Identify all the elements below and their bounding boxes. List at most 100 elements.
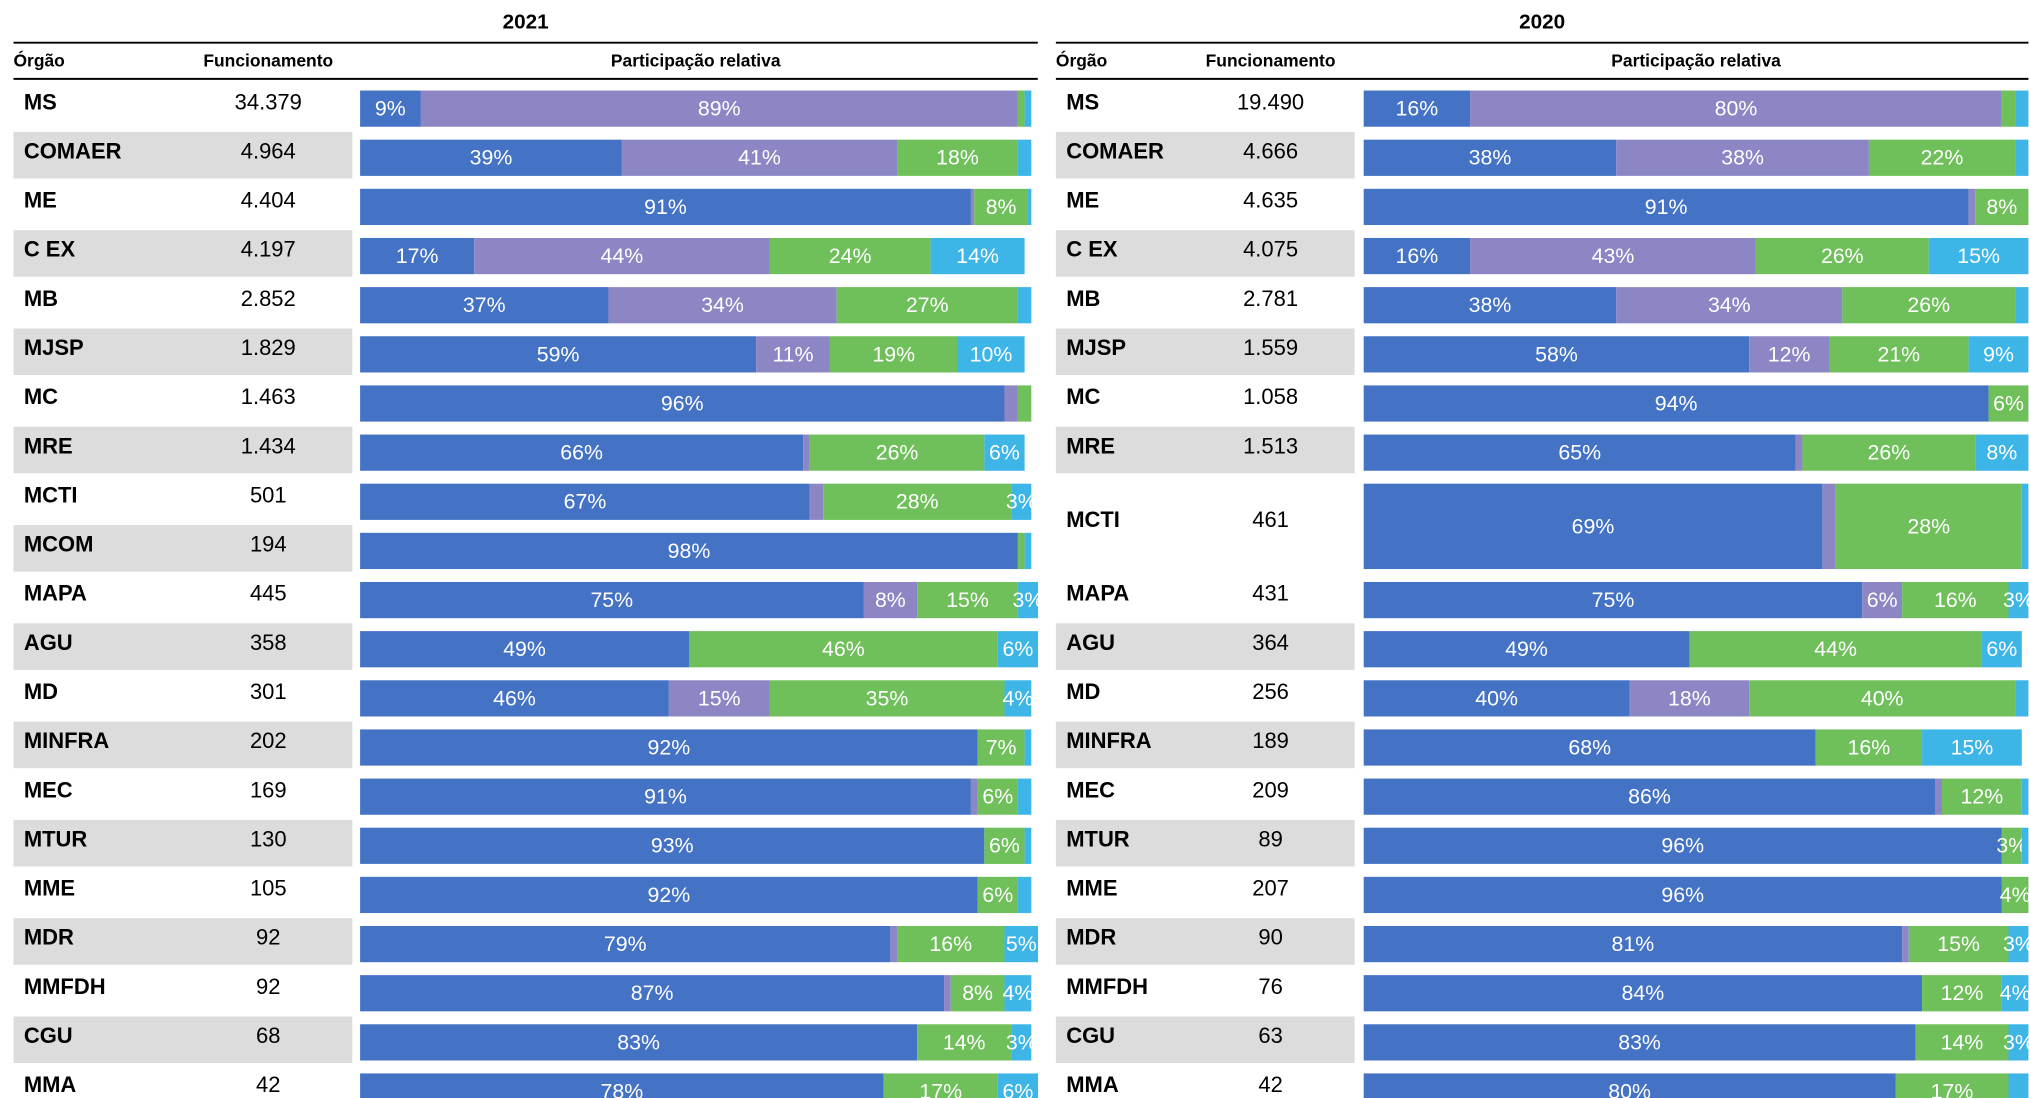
segment-label: 44%	[1814, 637, 1857, 661]
segment-label: 8%	[1986, 195, 2017, 219]
segment-label: 16%	[1848, 735, 1891, 759]
column-header: Funcionamento	[1206, 51, 1336, 71]
segment-label: 46%	[493, 686, 536, 710]
org-label: MB	[24, 286, 58, 311]
funcionamento: 194	[250, 532, 287, 557]
funcionamento: 2.852	[241, 286, 296, 311]
bar-segment	[1363, 287, 1617, 324]
segment-label: 11%	[772, 342, 813, 366]
funcionamento: 42	[1258, 1072, 1282, 1097]
bar-segment	[1755, 237, 1929, 275]
row-shade	[1055, 131, 1355, 179]
org-label: CGU	[24, 1023, 73, 1048]
column-header: Participação relativa	[1611, 51, 1781, 71]
org-label: MEC	[24, 777, 73, 802]
segment-label: 12%	[1941, 981, 1984, 1005]
bar-segment	[360, 1024, 918, 1061]
org-label: MMFDH	[24, 974, 106, 999]
bar-segment	[360, 483, 810, 520]
bar-segment	[950, 975, 1005, 1012]
bar-segment	[1024, 729, 1032, 766]
bar-segment	[1363, 876, 2002, 914]
bar-segment	[970, 778, 978, 815]
bar-segment	[688, 631, 998, 668]
bar-segment	[1975, 188, 2029, 226]
bar-segment	[360, 139, 622, 176]
org-label: MRE	[24, 433, 73, 458]
bar-segment	[1942, 778, 2022, 815]
column-header: Órgão	[13, 50, 64, 71]
bar-segment	[1822, 483, 1836, 570]
row-shade	[1055, 721, 1355, 769]
bar-segment	[890, 925, 898, 963]
bar-segment	[974, 188, 1028, 226]
segment-label: 12%	[1768, 342, 1811, 366]
org-label: MAPA	[1066, 581, 1129, 606]
segment-label: 6%	[1002, 637, 1033, 661]
bar-segment	[1011, 1024, 1032, 1061]
bar-segment	[1363, 827, 2002, 864]
bar-segment	[2015, 139, 2029, 176]
segment-label: 15%	[946, 588, 989, 612]
bar-segment	[360, 778, 971, 815]
bar-segment	[360, 287, 609, 324]
bar-segment	[917, 1024, 1012, 1061]
bar-segment	[360, 385, 1005, 422]
bar-segment	[668, 680, 770, 717]
bar-segment	[420, 90, 1018, 127]
org-label: MAPA	[24, 581, 87, 606]
segment-label: 8%	[962, 981, 993, 1005]
bar-segment	[2008, 581, 2029, 619]
segment-label: 4%	[1002, 981, 1033, 1005]
bar-segment	[2001, 876, 2029, 914]
segment-label: 7%	[986, 735, 1017, 759]
bar-segment	[1749, 680, 2016, 717]
segment-label: 49%	[1505, 637, 1548, 661]
segment-label: 19%	[872, 342, 915, 366]
segment-label: 93%	[651, 834, 694, 858]
bar-segment	[360, 581, 864, 619]
org-label: MJSP	[24, 335, 84, 360]
org-label: MRE	[1066, 433, 1115, 458]
row-shade	[13, 918, 353, 965]
org-label: MDR	[1066, 925, 1116, 950]
funcionamento: 207	[1252, 876, 1289, 901]
segment-label: 6%	[1986, 637, 2017, 661]
row-shade	[13, 230, 353, 277]
funcionamento: 202	[250, 728, 287, 753]
funcionamento: 209	[1252, 777, 1289, 802]
segment-label: 16%	[1396, 97, 1439, 121]
segment-label: 75%	[1592, 588, 1635, 612]
segment-label: 3%	[2003, 932, 2029, 956]
segment-label: 58%	[1535, 342, 1578, 366]
bar-segment	[1935, 778, 1943, 815]
org-label: MDR	[24, 925, 74, 950]
funcionamento: 1.058	[1243, 384, 1298, 409]
segment-label: 17%	[396, 244, 439, 268]
column-header: Funcionamento	[203, 51, 333, 71]
segment-label: 6%	[989, 441, 1020, 465]
panel-title: 2021	[503, 11, 549, 34]
bar-segment	[1815, 729, 1923, 766]
bar-segment	[360, 434, 804, 471]
funcionamento: 130	[250, 826, 287, 851]
bar-segment	[1975, 434, 2029, 471]
segment-label: 44%	[601, 244, 644, 268]
funcionamento: 169	[250, 777, 287, 802]
funcionamento: 364	[1252, 630, 1289, 655]
bar-segment	[823, 483, 1012, 520]
segment-label: 3%	[2003, 588, 2029, 612]
row-shade	[13, 426, 353, 474]
funcionamento: 4.964	[241, 138, 296, 163]
funcionamento: 4.075	[1243, 237, 1298, 262]
row-shade	[1055, 328, 1355, 376]
bar-segment	[809, 483, 824, 520]
bar-segment	[360, 188, 971, 226]
segment-label: 4%	[2000, 883, 2029, 907]
segment-label: 87%	[631, 981, 674, 1005]
segment-label: 3%	[2003, 1030, 2029, 1054]
bar-segment	[1363, 631, 1690, 668]
bar-segment	[1363, 139, 1617, 176]
funcionamento: 2.781	[1243, 286, 1298, 311]
